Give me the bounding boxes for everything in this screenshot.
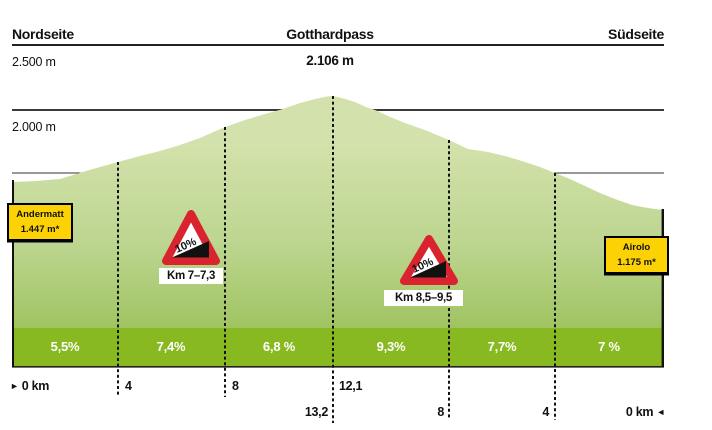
ytick-2500m: 2.500 m — [12, 55, 56, 69]
steep-range-label-2: Km 8,5–9,5 — [384, 290, 463, 306]
terrain-area — [12, 96, 663, 330]
gradient-band — [12, 328, 664, 366]
km-label: 0 km — [625, 405, 654, 419]
km-axis-north-8: 8 — [232, 379, 239, 393]
marker-elevation: 1.175 m* — [617, 256, 656, 268]
gradient-segment-label: 7,4% — [156, 339, 186, 354]
km-label: 0 km — [21, 379, 50, 393]
km-axis-north-summit: 12,1 — [339, 379, 363, 393]
direction-left-icon: ◄ — [656, 407, 665, 417]
km-axis-south-summit: 13,2 — [304, 405, 328, 419]
page-title: Gotthardpass — [286, 26, 374, 42]
km-axis-south-8: 8 — [437, 405, 444, 419]
gradient-segment-label: 5,5% — [50, 339, 80, 354]
gradient-segment-label: 6,8 % — [262, 339, 296, 354]
slope-wedge-icon — [172, 241, 209, 258]
header-south-side: Südseite — [608, 26, 664, 42]
gradient-segment-label: 7,7% — [487, 339, 517, 354]
direction-right-icon: ► — [10, 381, 19, 391]
summit-elevation-label: 2.106 m — [306, 53, 354, 68]
gradient-segment-label: 7 % — [598, 339, 620, 354]
km-axis-south-end: 0 km ◄ — [626, 405, 665, 419]
steep-range-label-1: Km 7–7,3 — [159, 268, 223, 284]
start-marker-andermatt: Andermatt 1.447 m* — [7, 203, 73, 241]
ytick-2000m: 2.000 m — [12, 120, 56, 134]
marker-town-name: Andermatt — [16, 209, 64, 220]
marker-elevation: 1.447 m* — [20, 223, 60, 235]
marker-town-name: Airolo — [622, 242, 651, 253]
end-marker-airolo: Airolo 1.175 m* — [604, 236, 669, 274]
slope-wedge-icon — [410, 261, 446, 278]
header-north-side: Nordseite — [12, 26, 74, 42]
km-axis-north-4: 4 — [125, 379, 132, 393]
km-axis-south-4: 4 — [542, 405, 549, 419]
km-axis-north-start: ► 0 km — [10, 379, 49, 393]
steep-warning-sign-2: 10% — [400, 235, 458, 285]
steep-warning-sign-1: 10% — [162, 210, 220, 265]
gradient-segment-label: 9,3% — [376, 339, 406, 354]
